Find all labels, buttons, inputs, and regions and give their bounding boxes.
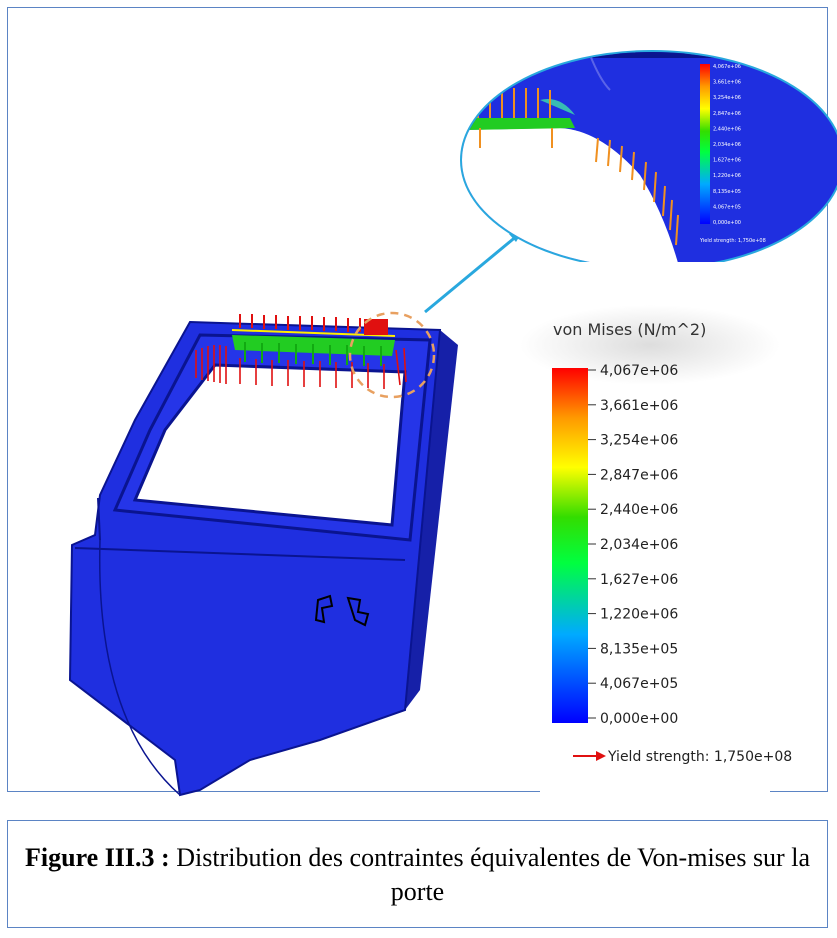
zoom-detail: von Mises (N/m^2) 4,067e+06 3,661e+06 3,25… bbox=[460, 44, 837, 270]
load-arrows-green bbox=[244, 342, 382, 366]
mini-legend-tick-label: 8,135e+05 bbox=[713, 189, 741, 195]
highlight-circle bbox=[348, 311, 436, 399]
caption-label: Figure III.3 : bbox=[25, 843, 170, 872]
yield-strength-label: Yield strength: 1,750e+08 bbox=[607, 749, 792, 765]
mini-legend-title: von Mises (N/m^2) bbox=[705, 44, 753, 50]
legend-tick-label: 3,661e+06 bbox=[600, 398, 678, 414]
legend-tick-label: 8,135e+05 bbox=[600, 641, 678, 657]
legend-tick-label: 4,067e+06 bbox=[600, 363, 678, 379]
legend-ticks: 4,067e+06 3,661e+06 3,254e+06 2,847e+06 2,44… bbox=[588, 363, 678, 727]
mini-legend-tick-label: 3,661e+06 bbox=[713, 80, 741, 86]
legend-tick-label: 1,627e+06 bbox=[600, 572, 678, 588]
load-arrows-top bbox=[239, 314, 388, 335]
door-model bbox=[68, 311, 458, 797]
mini-legend-tick-label: 3,254e+06 bbox=[713, 95, 741, 101]
legend-tick-label: 2,440e+06 bbox=[600, 502, 678, 518]
color-legend: von Mises (N/m^2) 4,067e+06 3,661e+06 3,25… bbox=[520, 262, 792, 792]
window-opening bbox=[132, 363, 407, 527]
caption-text: Distribution des contraintes équivalente… bbox=[169, 843, 810, 906]
mini-legend-tick-label: 4,067e+06 bbox=[713, 64, 741, 70]
legend-title: von Mises (N/m^2) bbox=[553, 320, 706, 339]
mini-legend-tick-label: 0,000e+00 bbox=[713, 220, 741, 226]
color-scale-bar bbox=[552, 368, 588, 723]
lock-icon bbox=[346, 596, 370, 627]
legend-tick-label: 0,000e+00 bbox=[600, 711, 678, 727]
mini-legend-tick-label: 1,220e+06 bbox=[713, 173, 741, 179]
legend-tick-label: 4,067e+05 bbox=[600, 676, 678, 692]
mini-yield-label: Yield strength: 1,750e+08 bbox=[699, 238, 766, 244]
mini-legend-tick-label: 2,847e+06 bbox=[713, 111, 741, 117]
legend-tick-label: 1,220e+06 bbox=[600, 607, 678, 623]
legend-tick-label: 3,254e+06 bbox=[600, 433, 678, 449]
mini-legend-tick-label: 1,627e+06 bbox=[713, 158, 741, 164]
figure-caption: Figure III.3 : Distribution des contrain… bbox=[7, 820, 828, 928]
mini-color-scale bbox=[700, 64, 710, 224]
mini-legend-tick-label: 2,034e+06 bbox=[713, 142, 741, 148]
handle-icon bbox=[314, 594, 334, 624]
mini-legend-tick-label: 4,067e+05 bbox=[713, 204, 741, 210]
mini-legend-tick-label: 2,440e+06 bbox=[713, 126, 741, 132]
callout-arrow bbox=[424, 233, 519, 314]
yield-arrow-icon bbox=[596, 751, 606, 761]
load-arrows-side bbox=[195, 345, 407, 389]
legend-tick-label: 2,034e+06 bbox=[600, 537, 678, 553]
legend-tick-label: 2,847e+06 bbox=[600, 467, 678, 483]
